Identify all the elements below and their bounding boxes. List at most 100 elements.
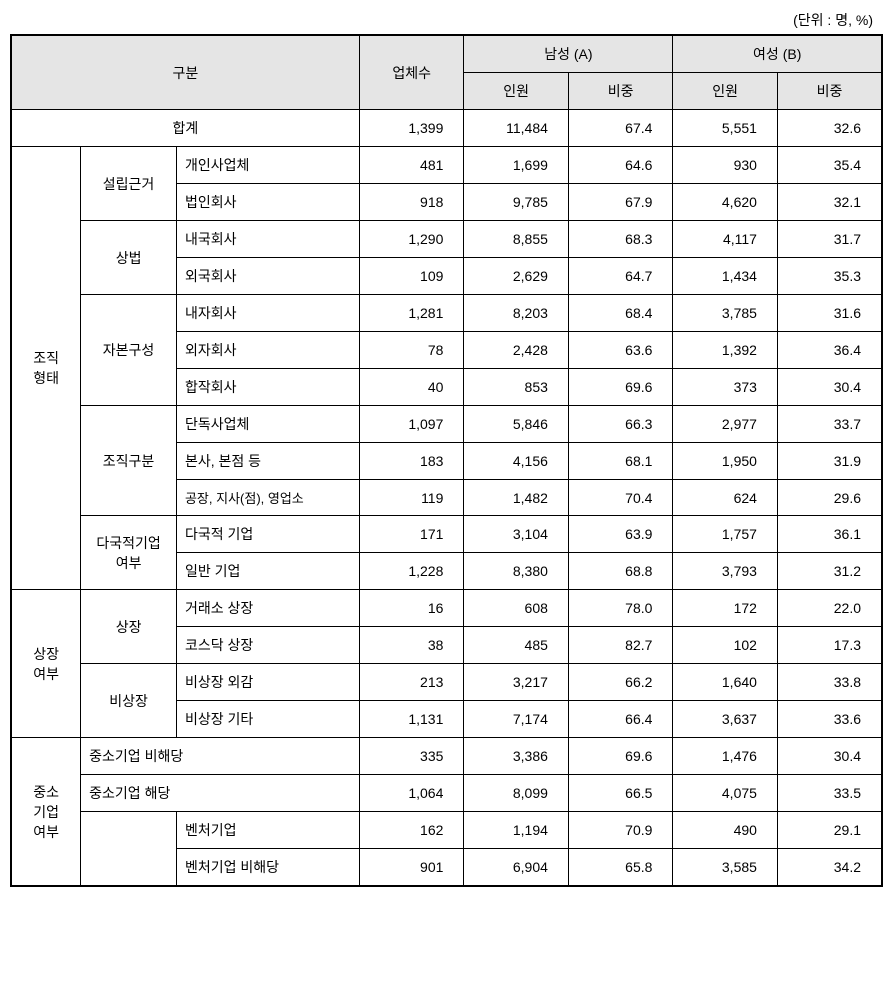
- table-row: 자본구성 내자회사 1,281 8,203 68.4 3,785 31.6: [11, 295, 882, 332]
- cell: 4,117: [673, 221, 778, 258]
- cell: 66.4: [568, 701, 673, 738]
- cell: 31.2: [777, 553, 882, 590]
- cell: 853: [464, 369, 569, 406]
- cell: 78.0: [568, 590, 673, 627]
- row-label: 다국적 기업: [176, 516, 359, 553]
- cell: 2,977: [673, 406, 778, 443]
- row-label: 비상장 기타: [176, 701, 359, 738]
- cell: 485: [464, 627, 569, 664]
- row-label: 외자회사: [176, 332, 359, 369]
- cell: 4,620: [673, 184, 778, 221]
- subgroup-blank: [81, 812, 177, 887]
- cell: 67.9: [568, 184, 673, 221]
- row-label: 법인회사: [176, 184, 359, 221]
- cell: 3,637: [673, 701, 778, 738]
- cell: 1,757: [673, 516, 778, 553]
- cell: 2,629: [464, 258, 569, 295]
- cell: 1,434: [673, 258, 778, 295]
- cell: 33.5: [777, 775, 882, 812]
- cell: 31.9: [777, 443, 882, 480]
- cell: 36.4: [777, 332, 882, 369]
- cell: 38: [359, 627, 464, 664]
- cell: 36.1: [777, 516, 882, 553]
- cell: 68.4: [568, 295, 673, 332]
- cell: 119: [359, 480, 464, 516]
- subgroup-capital: 자본구성: [81, 295, 177, 406]
- cell: 9,785: [464, 184, 569, 221]
- total-male-p: 67.4: [568, 110, 673, 147]
- group-org-type: 조직 형태: [11, 147, 81, 590]
- cell: 102: [673, 627, 778, 664]
- cell: 373: [673, 369, 778, 406]
- row-label: 단독사업체: [176, 406, 359, 443]
- cell: 29.6: [777, 480, 882, 516]
- cell: 17.3: [777, 627, 882, 664]
- cell: 3,386: [464, 738, 569, 775]
- subgroup-sme-yes: 중소기업 해당: [81, 775, 360, 812]
- cell: 35.4: [777, 147, 882, 184]
- unit-label: (단위 : 명, %): [10, 10, 883, 30]
- subgroup-unlisted: 비상장: [81, 664, 177, 738]
- cell: 1,290: [359, 221, 464, 258]
- cell: 1,476: [673, 738, 778, 775]
- table-row: 조직구분 단독사업체 1,097 5,846 66.3 2,977 33.7: [11, 406, 882, 443]
- cell: 162: [359, 812, 464, 849]
- total-male-n: 11,484: [464, 110, 569, 147]
- cell: 608: [464, 590, 569, 627]
- group-sme: 중소 기업 여부: [11, 738, 81, 887]
- row-label: 비상장 외감: [176, 664, 359, 701]
- header-female-personnel: 인원: [673, 73, 778, 110]
- cell: 64.7: [568, 258, 673, 295]
- header-female-ratio: 비중: [777, 73, 882, 110]
- cell: 1,131: [359, 701, 464, 738]
- cell: 1,097: [359, 406, 464, 443]
- cell: 33.6: [777, 701, 882, 738]
- cell: 481: [359, 147, 464, 184]
- cell: 3,217: [464, 664, 569, 701]
- cell: 33.8: [777, 664, 882, 701]
- cell: 34.2: [777, 849, 882, 887]
- subgroup-listed: 상장: [81, 590, 177, 664]
- cell: 1,482: [464, 480, 569, 516]
- row-label: 개인사업체: [176, 147, 359, 184]
- cell: 3,104: [464, 516, 569, 553]
- cell: 30.4: [777, 738, 882, 775]
- cell: 213: [359, 664, 464, 701]
- cell: 4,156: [464, 443, 569, 480]
- row-label: 내국회사: [176, 221, 359, 258]
- cell: 66.3: [568, 406, 673, 443]
- cell: 69.6: [568, 369, 673, 406]
- row-label: 외국회사: [176, 258, 359, 295]
- cell: 35.3: [777, 258, 882, 295]
- cell: 1,950: [673, 443, 778, 480]
- header-company-count: 업체수: [359, 35, 464, 110]
- cell: 4,075: [673, 775, 778, 812]
- cell: 3,585: [673, 849, 778, 887]
- subgroup-commercial-law: 상법: [81, 221, 177, 295]
- cell: 78: [359, 332, 464, 369]
- cell: 82.7: [568, 627, 673, 664]
- cell: 1,699: [464, 147, 569, 184]
- cell: 1,640: [673, 664, 778, 701]
- row-label: 벤처기업: [176, 812, 359, 849]
- subgroup-org-class: 조직구분: [81, 406, 177, 516]
- subgroup-establishment: 설립근거: [81, 147, 177, 221]
- cell: 2,428: [464, 332, 569, 369]
- cell: 1,392: [673, 332, 778, 369]
- cell: 40: [359, 369, 464, 406]
- table-row: 벤처기업 162 1,194 70.9 490 29.1: [11, 812, 882, 849]
- cell: 183: [359, 443, 464, 480]
- cell: 3,793: [673, 553, 778, 590]
- cell: 16: [359, 590, 464, 627]
- cell: 32.1: [777, 184, 882, 221]
- cell: 68.8: [568, 553, 673, 590]
- cell: 5,846: [464, 406, 569, 443]
- cell: 66.5: [568, 775, 673, 812]
- subgroup-sme-no: 중소기업 비해당: [81, 738, 360, 775]
- table-row: 비상장 비상장 외감 213 3,217 66.2 1,640 33.8: [11, 664, 882, 701]
- cell: 1,194: [464, 812, 569, 849]
- cell: 8,855: [464, 221, 569, 258]
- cell: 65.8: [568, 849, 673, 887]
- data-table: 구분 업체수 남성 (A) 여성 (B) 인원 비중 인원 비중 합계 1,39…: [10, 34, 883, 887]
- table-row: 상법 내국회사 1,290 8,855 68.3 4,117 31.7: [11, 221, 882, 258]
